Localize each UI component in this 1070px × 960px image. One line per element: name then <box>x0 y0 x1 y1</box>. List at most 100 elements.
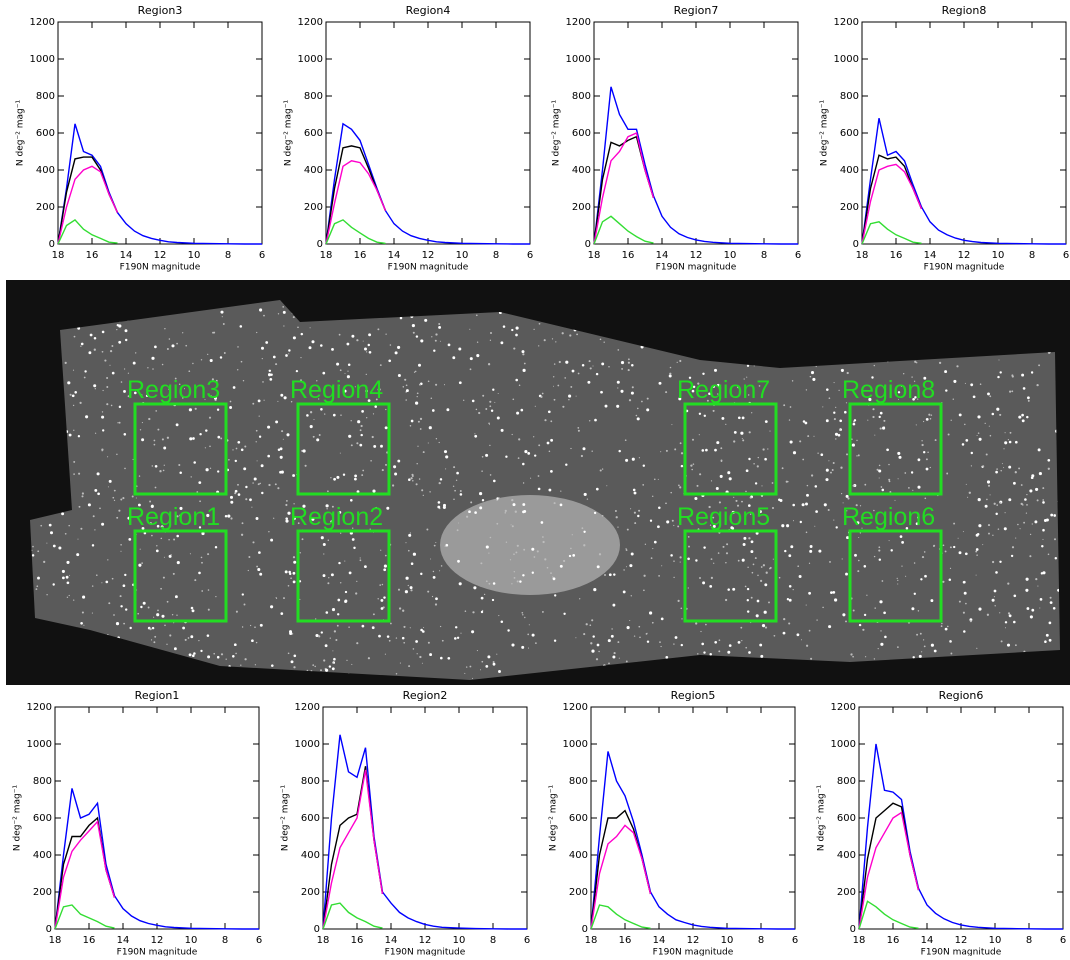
star <box>1025 512 1027 514</box>
star <box>242 379 245 382</box>
star <box>147 367 149 369</box>
star <box>1047 458 1051 462</box>
star <box>915 522 919 526</box>
star <box>608 366 610 368</box>
star <box>952 398 955 400</box>
star <box>156 545 158 547</box>
star <box>489 405 492 408</box>
star <box>991 412 995 416</box>
star <box>384 554 387 557</box>
star <box>833 411 836 414</box>
star <box>548 450 551 453</box>
star <box>769 430 771 432</box>
star <box>68 433 72 437</box>
star <box>808 591 811 595</box>
star <box>660 451 662 453</box>
star <box>997 528 1000 530</box>
star <box>872 415 875 419</box>
star <box>912 656 915 659</box>
star <box>687 536 690 538</box>
x-tick-label: 14 <box>385 935 398 946</box>
star <box>312 435 315 438</box>
star <box>748 504 751 507</box>
star <box>756 465 759 468</box>
star <box>383 596 386 599</box>
star <box>429 653 433 657</box>
star <box>267 425 271 429</box>
x-tick-label: 8 <box>1026 935 1032 946</box>
star <box>528 624 530 626</box>
star <box>233 643 237 647</box>
star <box>354 477 357 481</box>
star <box>252 541 255 544</box>
star <box>366 417 368 419</box>
star <box>533 556 536 558</box>
star <box>96 472 100 476</box>
star <box>995 571 998 574</box>
star <box>208 416 212 419</box>
star <box>377 328 380 331</box>
star <box>329 637 331 639</box>
star <box>730 393 732 396</box>
star <box>255 517 259 520</box>
star <box>277 487 280 490</box>
star <box>292 571 296 575</box>
star <box>112 496 115 499</box>
star <box>1017 523 1019 526</box>
star <box>410 477 413 480</box>
star <box>454 489 456 492</box>
star <box>858 623 862 627</box>
star <box>91 612 93 614</box>
star <box>150 639 153 641</box>
star <box>261 346 264 350</box>
star <box>292 556 296 559</box>
star <box>245 498 248 501</box>
star <box>820 453 824 457</box>
star <box>846 510 848 512</box>
chart-title: Region4 <box>406 4 451 17</box>
star <box>809 549 813 553</box>
star <box>838 429 841 431</box>
star <box>583 492 587 496</box>
star <box>496 416 500 420</box>
star <box>124 467 126 470</box>
star <box>593 588 597 592</box>
star <box>561 332 564 335</box>
star <box>324 395 326 397</box>
y-tick-label: 600 <box>304 128 323 139</box>
x-tick-label: 8 <box>758 935 764 946</box>
star <box>1014 440 1018 444</box>
star <box>511 583 513 585</box>
star <box>835 438 837 440</box>
star <box>783 404 786 407</box>
star <box>917 398 919 400</box>
star <box>617 526 619 528</box>
star <box>703 546 706 549</box>
star <box>1018 415 1022 419</box>
star <box>514 510 517 513</box>
x-tick-label: 18 <box>317 935 330 946</box>
star <box>489 339 492 341</box>
star <box>658 381 662 385</box>
star <box>599 338 602 341</box>
star <box>333 630 337 633</box>
star <box>339 582 342 584</box>
star <box>476 650 478 652</box>
star <box>141 422 143 424</box>
star <box>353 546 356 550</box>
star <box>118 405 122 409</box>
star <box>309 411 313 414</box>
star <box>950 419 952 421</box>
star <box>789 406 792 408</box>
star <box>718 650 721 653</box>
star <box>91 585 94 587</box>
star <box>733 431 737 434</box>
star <box>958 413 962 417</box>
star <box>595 658 599 661</box>
star <box>251 506 253 508</box>
star <box>581 364 585 367</box>
star <box>749 496 752 499</box>
star <box>630 595 632 597</box>
star <box>630 391 634 395</box>
star <box>781 524 785 528</box>
